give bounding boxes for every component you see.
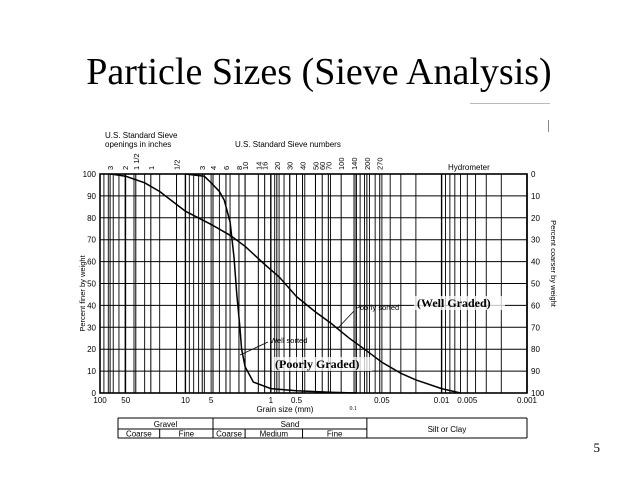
sieve-size-label: 14 xyxy=(254,162,263,170)
sieve-size-label: 2 xyxy=(121,166,130,170)
sieve-size-label: 60 xyxy=(318,162,327,170)
annotations: Poorly sorted Well sorted (Well Graded) (Po… xyxy=(239,296,505,371)
x-axis-label: Grain size (mm) xyxy=(257,405,314,414)
x-tick-label: 10 xyxy=(181,396,190,405)
y-tick-label-left: 70 xyxy=(87,236,96,245)
slide-title: Particle Sizes (Sieve Analysis) xyxy=(86,51,552,93)
grid-lines xyxy=(100,174,528,393)
y-tick-label-right: 10 xyxy=(531,192,540,201)
y-tick-label-right: 30 xyxy=(531,236,540,245)
class-sand: Sand xyxy=(281,420,300,429)
y-tick-label-left: 90 xyxy=(87,192,96,201)
series-line-poorly-sorted xyxy=(110,173,461,394)
y-tick-label-left: 20 xyxy=(87,345,96,354)
class-sand-fine: Fine xyxy=(327,430,343,439)
x-tick-label: 0.005 xyxy=(457,396,478,405)
sieve-size-label: 1/2 xyxy=(173,160,182,170)
plot-frame xyxy=(99,173,528,394)
y-tick-label-right: 90 xyxy=(531,367,540,376)
sieve-size-label: 1 1/2 xyxy=(132,153,141,170)
class-gravel: Gravel xyxy=(154,420,178,429)
sieve-size-label: 140 xyxy=(350,157,359,170)
series-label-well-sorted: Well sorted xyxy=(270,336,307,345)
x-tick-label: 0.001 xyxy=(517,396,538,405)
y-tick-label-left: 60 xyxy=(87,258,96,267)
class-gravel-coarse: Coarse xyxy=(126,430,152,439)
x-tick-label: 0.01 xyxy=(434,396,450,405)
x-tick-label: 5 xyxy=(209,396,214,405)
y-tick-label-right: 100 xyxy=(531,389,545,398)
sieve-size-label: 3 xyxy=(106,166,115,170)
y-tick-label-right: 20 xyxy=(531,214,540,223)
y-tick-label-left: 80 xyxy=(87,214,96,223)
sieve-size-label: 20 xyxy=(273,162,282,170)
title-underline xyxy=(470,103,550,104)
x-tick-label: 50 xyxy=(121,396,130,405)
sieve-size-label: 70 xyxy=(324,162,333,170)
sieve-size-label: 6 xyxy=(222,166,231,170)
x-tick-label: 0.5 xyxy=(291,396,303,405)
sieve-size-label: 30 xyxy=(286,162,295,170)
class-sand-coarse: Coarse xyxy=(216,430,242,439)
series-label-poorly-sorted: Poorly sorted xyxy=(355,303,399,312)
y-tick-label-right: 80 xyxy=(531,345,540,354)
sieve-size-label: 40 xyxy=(299,162,308,170)
axis-ticks: 0102030405060708090100100908070605040302… xyxy=(78,170,558,414)
leader-line xyxy=(336,310,355,330)
y-axis-label-right: Percent coarser by weight xyxy=(549,220,558,308)
sieve-size-label: 1 xyxy=(147,166,156,170)
y-tick-label-left: 10 xyxy=(87,367,96,376)
classification-table: Gravel Sand Coarse Fine Coarse Medium Fine Silt… xyxy=(117,417,528,439)
y-axis-label-left: Percent finer by weight xyxy=(78,254,87,331)
y-tick-label-left: 30 xyxy=(87,323,96,332)
annotation-poorly-graded: (Poorly Graded) xyxy=(275,357,359,371)
y-tick-label-right: 0 xyxy=(531,170,536,179)
annotation-bg xyxy=(414,296,505,310)
sieve-size-label: 100 xyxy=(337,157,346,170)
sieve-size-label: 3 xyxy=(198,166,207,170)
y-tick-label-right: 60 xyxy=(531,301,540,310)
y-tick-label-right: 50 xyxy=(531,280,540,289)
x-tick-label: 100 xyxy=(93,396,107,405)
y-tick-label-left: 50 xyxy=(87,280,96,289)
y-tick-label-left: 0 xyxy=(92,389,97,398)
x-tick-label: 0.05 xyxy=(374,396,390,405)
right-edge-mark xyxy=(548,120,549,132)
y-tick-label-right: 70 xyxy=(531,323,540,332)
annotation-well-graded: (Well Graded) xyxy=(417,296,491,310)
sieve-size-label: 200 xyxy=(363,157,372,170)
y-tick-label-left: 100 xyxy=(83,170,97,179)
class-gravel-fine: Fine xyxy=(179,430,195,439)
y-tick-label-left: 40 xyxy=(87,301,96,310)
class-sand-medium: Medium xyxy=(260,430,289,439)
sieve-inch-header: U.S. Standard Sieve xyxy=(105,131,178,140)
page-number: 5 xyxy=(593,440,601,455)
annotation-bg xyxy=(272,357,372,371)
sieve-size-label: 50 xyxy=(311,162,320,170)
leader-line xyxy=(239,341,269,356)
plot-border xyxy=(99,173,528,394)
hydrometer-label: Hydrometer xyxy=(448,163,490,172)
sieve-size-label: 4 xyxy=(209,166,218,170)
sieve-number-header: U.S. Standard Sieve numbers xyxy=(235,140,341,149)
sieve-size-label: 16 xyxy=(261,162,270,170)
x-annotation-label: 0.1 xyxy=(349,406,357,412)
sieve-size-label: 8 xyxy=(235,166,244,170)
x-tick-label: 1 xyxy=(269,396,274,405)
sieve-size-label: 270 xyxy=(376,157,385,170)
series-line-well-sorted xyxy=(185,173,357,394)
sieve-inch-header: openings in inches xyxy=(105,140,171,149)
sieve-size-label: 10 xyxy=(241,162,250,170)
series-lines xyxy=(110,173,461,394)
class-silt-clay: Silt or Clay xyxy=(428,425,467,434)
y-tick-label-right: 40 xyxy=(531,258,540,267)
